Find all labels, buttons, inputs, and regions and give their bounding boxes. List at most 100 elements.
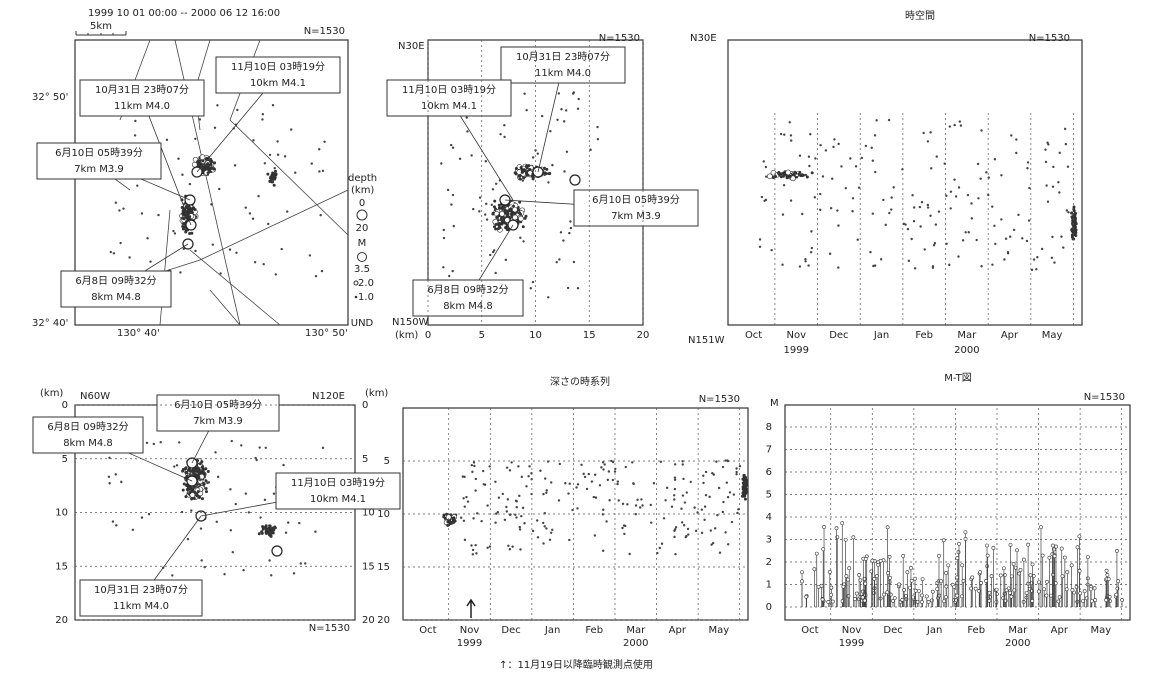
event-dot — [952, 584, 957, 589]
event-dot — [211, 243, 215, 246]
event-dot — [572, 92, 575, 95]
count: N=1530 — [599, 33, 640, 44]
y-tick-label: 10 — [362, 508, 375, 519]
event-dot — [682, 477, 685, 481]
event-dot — [191, 470, 195, 474]
event-dot — [218, 187, 221, 191]
event-dot — [542, 492, 545, 496]
event-dot — [180, 510, 184, 514]
event-dot — [206, 162, 210, 166]
event-dot — [680, 507, 683, 510]
event-dot — [230, 439, 233, 443]
event-dot — [890, 208, 893, 211]
x-tick-label: Oct — [419, 625, 436, 636]
event-dot — [736, 511, 739, 515]
legend-symbol — [353, 280, 359, 286]
y-tick-label: 0 — [362, 400, 368, 411]
y-tick-label: 15 — [377, 562, 390, 573]
event-dot — [216, 104, 219, 107]
event-dot — [486, 504, 489, 507]
event-dot — [967, 231, 970, 234]
event-dot — [197, 475, 201, 479]
event-dot — [1082, 589, 1087, 594]
event-dot — [939, 579, 944, 584]
event-dot — [475, 552, 478, 555]
event-dot — [926, 140, 930, 143]
legend-tick: 3.5 — [354, 264, 370, 275]
event-dot — [514, 166, 518, 170]
event-dot — [267, 222, 270, 226]
event-dot — [200, 460, 204, 464]
event-dot — [762, 160, 765, 163]
event-dot — [199, 154, 206, 160]
x-tick-label: Mar — [626, 625, 646, 636]
year-label: 1999 — [784, 345, 809, 356]
y-tick-label: 10 — [55, 508, 68, 519]
event-dot — [576, 483, 580, 486]
annotation-date: 10月31日 23時07分 — [516, 51, 610, 63]
y-tick-label: 0 — [766, 602, 772, 613]
event-dot — [592, 495, 596, 499]
event-dot — [215, 520, 218, 524]
event-dot — [505, 510, 509, 513]
event-dot — [920, 577, 925, 581]
event-dot — [286, 210, 289, 213]
event-dot — [446, 188, 450, 192]
axis-unit: (km) — [365, 388, 388, 399]
event-dot — [1015, 138, 1018, 141]
event-dot — [112, 252, 116, 255]
event-dot — [1081, 599, 1085, 604]
event-dot — [905, 570, 910, 575]
event-dot — [1017, 213, 1020, 217]
event-dot — [450, 203, 453, 206]
event-dot — [505, 505, 508, 509]
event-dot — [822, 525, 826, 529]
event-dot — [1047, 555, 1052, 560]
event-dot — [489, 253, 492, 257]
event-dot — [985, 543, 989, 548]
event-dot — [282, 463, 285, 467]
event-dot — [544, 477, 547, 480]
event-dot — [120, 480, 123, 484]
event-dot — [840, 165, 843, 168]
event-dot — [491, 188, 495, 191]
event-dot — [1089, 599, 1094, 604]
event-dot — [991, 546, 996, 550]
event-dot — [930, 167, 933, 170]
event-dot — [470, 463, 474, 467]
event-dot — [904, 594, 909, 598]
event-dot — [945, 194, 948, 197]
event-dot — [190, 231, 194, 235]
event-dot — [885, 590, 890, 595]
event-dot — [1070, 211, 1074, 215]
event-dot — [1046, 200, 1050, 203]
event-dot — [919, 600, 924, 604]
event-dot — [717, 486, 721, 490]
event-dot — [605, 520, 608, 523]
event-dot — [781, 263, 784, 266]
event-dot — [505, 466, 509, 469]
event-dot — [504, 217, 510, 223]
event-dot — [829, 592, 833, 597]
event-dot — [268, 153, 272, 157]
event-dot — [194, 249, 197, 253]
event-dot — [632, 482, 635, 486]
event-dot — [175, 464, 179, 467]
event-dot — [1036, 580, 1041, 585]
event-dot — [758, 238, 762, 241]
event-dot — [869, 250, 872, 254]
event-dot — [273, 166, 276, 170]
y-tick-label: 5 — [362, 454, 368, 465]
event-dot — [704, 493, 708, 497]
event-dot — [185, 470, 189, 474]
event-dot — [721, 510, 725, 514]
event-dot — [496, 215, 500, 219]
event-dot — [1027, 219, 1031, 222]
event-dot — [980, 129, 983, 132]
event-dot — [511, 545, 514, 548]
event-dot — [680, 521, 684, 524]
event-dot — [851, 197, 855, 200]
event-dot — [242, 568, 245, 572]
event-dot — [919, 225, 922, 228]
event-dot — [449, 143, 453, 147]
